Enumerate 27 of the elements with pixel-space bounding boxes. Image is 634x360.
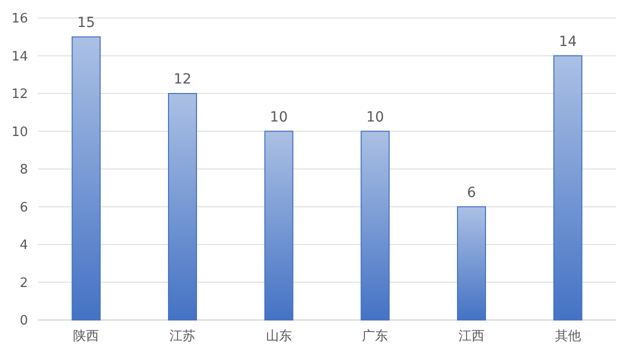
x-tick-label: 江苏 <box>170 329 196 344</box>
y-tick-label: 4 <box>20 238 28 254</box>
y-tick-label: 14 <box>11 49 28 64</box>
x-tick-label: 广东 <box>362 329 388 344</box>
data-label: 10 <box>366 109 384 126</box>
x-tick-label: 陕西 <box>73 329 100 344</box>
bar <box>168 93 197 320</box>
bar <box>553 55 582 320</box>
y-tick-label: 6 <box>20 200 28 216</box>
y-tick-label: 16 <box>11 12 28 27</box>
data-label: 14 <box>558 34 577 50</box>
data-label: 12 <box>174 72 192 88</box>
bar <box>264 130 294 320</box>
bar <box>457 206 486 320</box>
y-tick-label: 0 <box>20 314 28 329</box>
x-tick-label: 江西 <box>458 329 484 344</box>
x-tick-label: 山东 <box>266 329 292 344</box>
data-label: 15 <box>77 14 96 31</box>
y-tick-label: 12 <box>11 87 28 102</box>
data-label: 10 <box>270 109 288 126</box>
y-tick-label: 2 <box>20 276 28 291</box>
y-tick-label: 8 <box>20 162 28 178</box>
bar <box>360 130 390 320</box>
bar <box>72 36 101 320</box>
y-tick-label: 10 <box>11 124 28 140</box>
x-tick-label: 其他 <box>554 329 581 344</box>
data-label: 6 <box>467 184 476 201</box>
